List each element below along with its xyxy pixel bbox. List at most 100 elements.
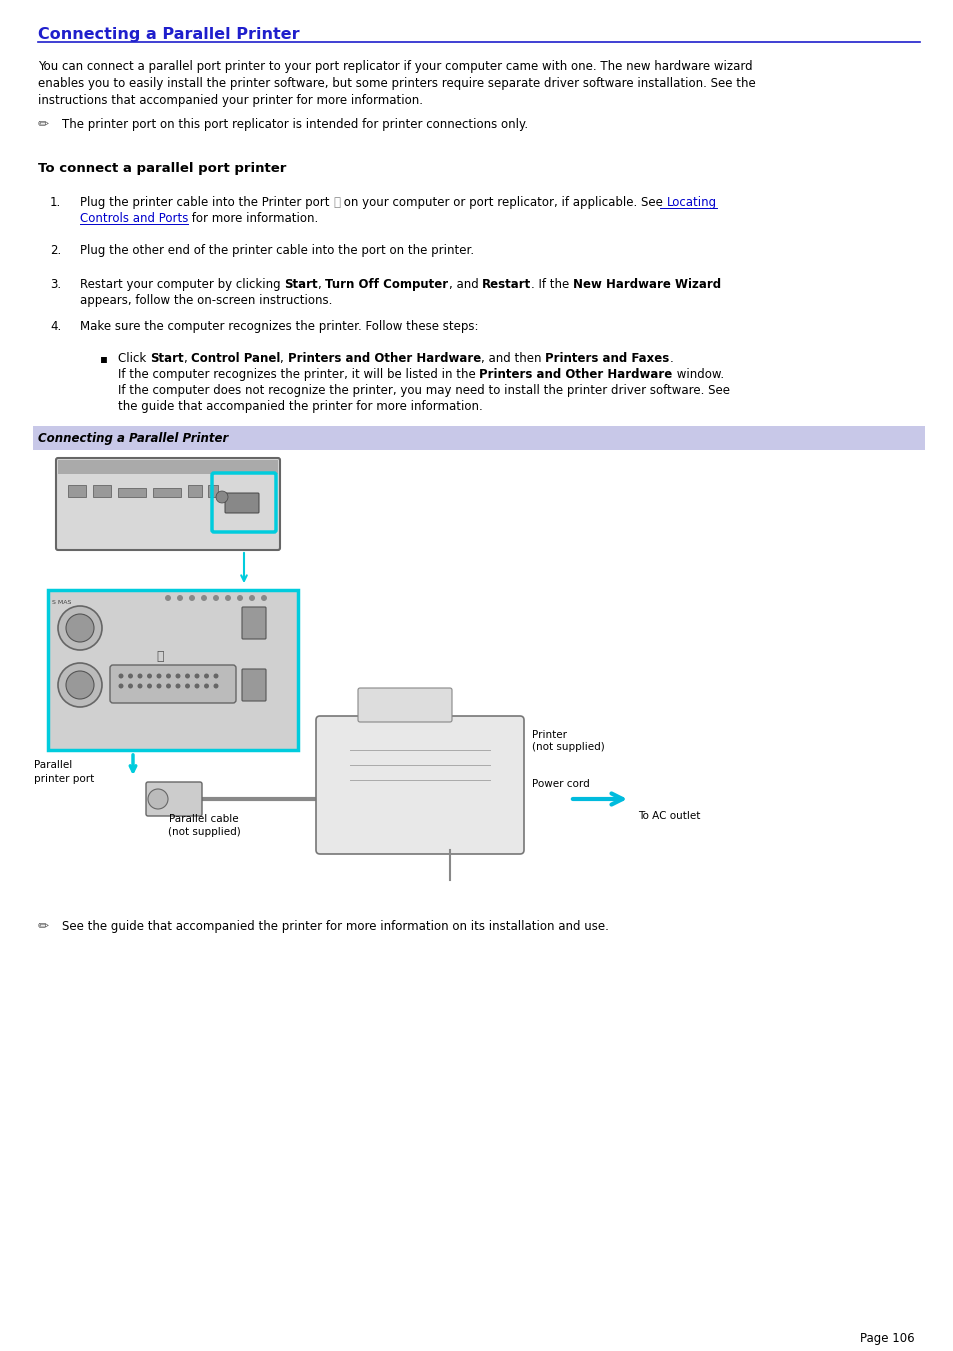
Circle shape bbox=[213, 684, 218, 689]
Text: Control Panel: Control Panel bbox=[191, 353, 280, 365]
Text: ,: , bbox=[280, 353, 288, 365]
Circle shape bbox=[166, 684, 171, 689]
Text: ⬜: ⬜ bbox=[333, 196, 340, 209]
Circle shape bbox=[225, 594, 231, 601]
Bar bbox=[92, 485, 111, 497]
Text: Click: Click bbox=[118, 353, 150, 365]
Circle shape bbox=[147, 684, 152, 689]
Circle shape bbox=[156, 684, 161, 689]
Text: enables you to easily install the printer software, but some printers require se: enables you to easily install the printe… bbox=[38, 77, 755, 91]
Text: 1.: 1. bbox=[50, 196, 61, 209]
FancyBboxPatch shape bbox=[242, 669, 266, 701]
Text: Locating: Locating bbox=[666, 196, 717, 209]
Bar bbox=[152, 488, 181, 497]
Circle shape bbox=[118, 684, 123, 689]
Text: New Hardware Wizard: New Hardware Wizard bbox=[573, 278, 720, 290]
Text: Controls and Ports: Controls and Ports bbox=[80, 212, 188, 226]
Text: printer port: printer port bbox=[34, 774, 94, 784]
FancyBboxPatch shape bbox=[48, 590, 297, 750]
Bar bbox=[118, 488, 146, 497]
Text: If the computer recognizes the printer, it will be listed in the: If the computer recognizes the printer, … bbox=[118, 367, 479, 381]
Circle shape bbox=[177, 594, 183, 601]
Circle shape bbox=[204, 684, 209, 689]
Circle shape bbox=[189, 594, 194, 601]
Text: ▪: ▪ bbox=[100, 353, 108, 365]
Text: Page 106: Page 106 bbox=[860, 1332, 914, 1346]
Circle shape bbox=[166, 674, 171, 678]
Text: If the computer does not recognize the printer, you may need to install the prin: If the computer does not recognize the p… bbox=[118, 384, 729, 397]
Circle shape bbox=[204, 674, 209, 678]
Circle shape bbox=[58, 607, 102, 650]
Text: See the guide that accompanied the printer for more information on its installat: See the guide that accompanied the print… bbox=[62, 920, 608, 934]
Text: S MAS: S MAS bbox=[52, 600, 71, 605]
Text: Printers and Other Hardware: Printers and Other Hardware bbox=[288, 353, 480, 365]
Text: Start: Start bbox=[284, 278, 317, 290]
FancyBboxPatch shape bbox=[315, 716, 523, 854]
Circle shape bbox=[147, 674, 152, 678]
Circle shape bbox=[175, 684, 180, 689]
Text: , and then: , and then bbox=[480, 353, 545, 365]
Text: Parallel cable: Parallel cable bbox=[169, 815, 238, 824]
Text: (not supplied): (not supplied) bbox=[168, 827, 240, 838]
Text: 3.: 3. bbox=[50, 278, 61, 290]
Bar bbox=[33, 426, 924, 450]
Text: (not supplied): (not supplied) bbox=[532, 742, 604, 753]
Text: , and: , and bbox=[448, 278, 481, 290]
Bar bbox=[68, 485, 86, 497]
Circle shape bbox=[175, 674, 180, 678]
Text: You can connect a parallel port printer to your port replicator if your computer: You can connect a parallel port printer … bbox=[38, 59, 752, 73]
Circle shape bbox=[213, 594, 219, 601]
FancyBboxPatch shape bbox=[242, 607, 266, 639]
Text: Connecting a Parallel Printer: Connecting a Parallel Printer bbox=[38, 432, 228, 444]
Text: .: . bbox=[669, 353, 673, 365]
Circle shape bbox=[194, 684, 199, 689]
Text: on your computer or port replicator, if applicable. See: on your computer or port replicator, if … bbox=[340, 196, 666, 209]
Text: To AC outlet: To AC outlet bbox=[638, 811, 700, 821]
Text: 2.: 2. bbox=[50, 245, 61, 257]
Text: . If the: . If the bbox=[531, 278, 573, 290]
Text: for more information.: for more information. bbox=[188, 212, 318, 226]
FancyBboxPatch shape bbox=[110, 665, 235, 703]
Circle shape bbox=[118, 674, 123, 678]
Text: Printers and Faxes: Printers and Faxes bbox=[545, 353, 669, 365]
Text: PRINTER: PRINTER bbox=[140, 666, 167, 671]
Text: Turn Off Computer: Turn Off Computer bbox=[325, 278, 448, 290]
Circle shape bbox=[128, 684, 132, 689]
Circle shape bbox=[194, 674, 199, 678]
Text: Parallel: Parallel bbox=[34, 761, 72, 770]
FancyBboxPatch shape bbox=[56, 458, 280, 550]
Text: the guide that accompanied the printer for more information.: the guide that accompanied the printer f… bbox=[118, 400, 482, 413]
Text: Restart your computer by clicking: Restart your computer by clicking bbox=[80, 278, 284, 290]
Text: ,: , bbox=[317, 278, 325, 290]
Text: Connecting a Parallel Printer: Connecting a Parallel Printer bbox=[38, 27, 299, 42]
Circle shape bbox=[137, 674, 142, 678]
Text: Start: Start bbox=[150, 353, 183, 365]
Circle shape bbox=[185, 674, 190, 678]
Circle shape bbox=[165, 594, 171, 601]
Bar bbox=[188, 485, 202, 497]
Circle shape bbox=[66, 613, 94, 642]
Circle shape bbox=[236, 594, 243, 601]
Text: Make sure the computer recognizes the printer. Follow these steps:: Make sure the computer recognizes the pr… bbox=[80, 320, 478, 332]
Circle shape bbox=[213, 674, 218, 678]
Text: Printers and Other Hardware: Printers and Other Hardware bbox=[479, 367, 672, 381]
Text: Plug the other end of the printer cable into the port on the printer.: Plug the other end of the printer cable … bbox=[80, 245, 474, 257]
Text: Restart: Restart bbox=[481, 278, 531, 290]
FancyBboxPatch shape bbox=[225, 493, 258, 513]
FancyBboxPatch shape bbox=[146, 782, 202, 816]
Text: instructions that accompanied your printer for more information.: instructions that accompanied your print… bbox=[38, 95, 422, 107]
Circle shape bbox=[156, 674, 161, 678]
Text: window.: window. bbox=[672, 367, 723, 381]
Circle shape bbox=[128, 674, 132, 678]
Circle shape bbox=[215, 490, 228, 503]
Circle shape bbox=[249, 594, 254, 601]
Circle shape bbox=[58, 663, 102, 707]
Text: 🖨: 🖨 bbox=[156, 650, 163, 663]
Text: ,: , bbox=[183, 353, 191, 365]
Bar bbox=[58, 459, 277, 474]
Text: Plug the printer cable into the Printer port: Plug the printer cable into the Printer … bbox=[80, 196, 333, 209]
Text: Printer: Printer bbox=[532, 730, 566, 740]
Text: ✏: ✏ bbox=[38, 118, 49, 131]
Text: Power cord: Power cord bbox=[532, 780, 589, 789]
FancyBboxPatch shape bbox=[357, 688, 452, 721]
